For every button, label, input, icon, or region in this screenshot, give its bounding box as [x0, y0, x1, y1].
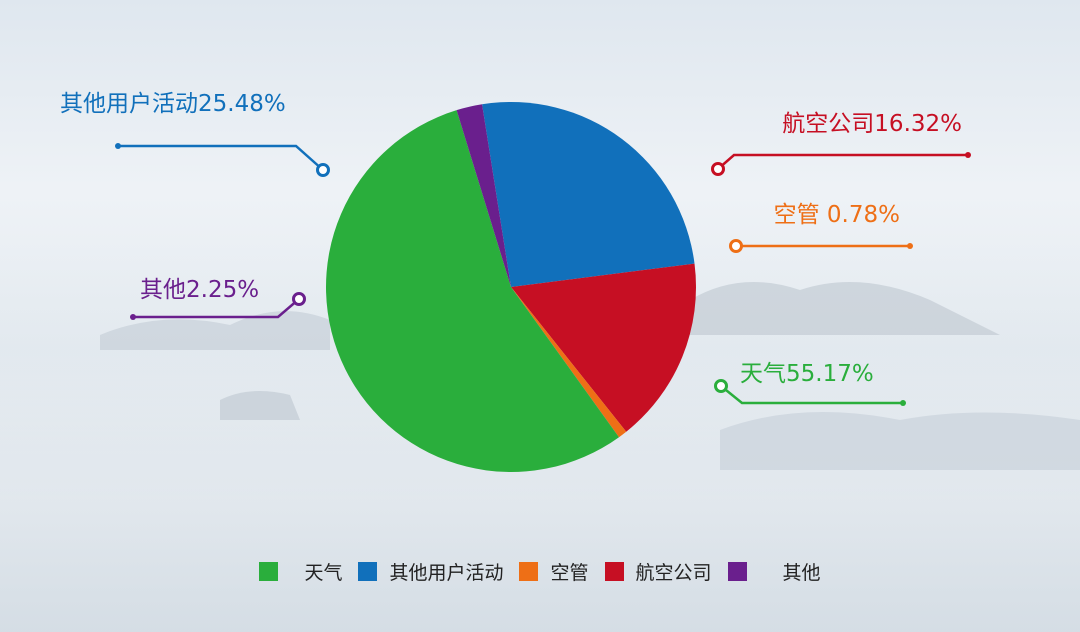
legend-item-other-user-activity: 其他用户活动	[358, 558, 503, 585]
leader-ring-weather	[714, 379, 728, 393]
leader-ring-airline	[711, 162, 725, 176]
chart-legend: 天气 其他用户活动 空管 航空公司 其他	[0, 556, 1080, 586]
leader-ring-atc	[729, 239, 743, 253]
leader-ring-other	[292, 292, 306, 306]
pie-slice-weather	[325, 110, 619, 473]
pie-slice-other	[456, 104, 511, 288]
legend-item-other: 其他	[727, 558, 821, 585]
leader-end-dot-atc	[907, 243, 913, 249]
legend-swatch-weather	[259, 561, 279, 581]
data-label-other: 其他2.25%	[140, 277, 259, 303]
leader-line-weather	[720, 385, 903, 405]
legend-label-other-user-activity: 其他用户活动	[389, 561, 504, 584]
leader-end-dot-airline	[965, 152, 971, 158]
data-label-airline: 航空公司16.32%	[782, 111, 962, 137]
data-label-other-user-activity: 其他用户活动25.48%	[60, 91, 286, 117]
leader-ring-other-user-activity	[316, 163, 330, 177]
leader-line-other	[133, 298, 300, 319]
legend-label-weather: 天气	[304, 561, 343, 584]
leader-end-dot-other-user-activity	[115, 143, 121, 149]
leader-end-dot-other	[130, 314, 136, 320]
legend-label-other: 其他	[782, 561, 821, 584]
legend-item-weather: 天气	[259, 558, 342, 585]
pie-slice-other-user-activity	[482, 101, 695, 287]
data-label-atc: 空管 0.78%	[774, 202, 900, 228]
legend-item-atc: 空管	[519, 558, 589, 585]
pie-slice-atc	[511, 287, 627, 438]
legend-swatch-other	[727, 561, 747, 581]
legend-swatch-other-user-activity	[358, 561, 378, 581]
pie-slice-airline	[511, 263, 696, 432]
data-label-weather: 天气55.17%	[740, 361, 874, 387]
leader-end-dot-weather	[900, 400, 906, 406]
legend-item-airline: 航空公司	[604, 558, 712, 585]
leader-line-airline	[717, 153, 968, 170]
legend-swatch-atc	[519, 561, 539, 581]
legend-label-atc: 空管	[550, 561, 589, 584]
leader-line-other-user-activity	[118, 144, 324, 171]
legend-swatch-airline	[604, 561, 624, 581]
legend-label-airline: 航空公司	[635, 561, 712, 584]
